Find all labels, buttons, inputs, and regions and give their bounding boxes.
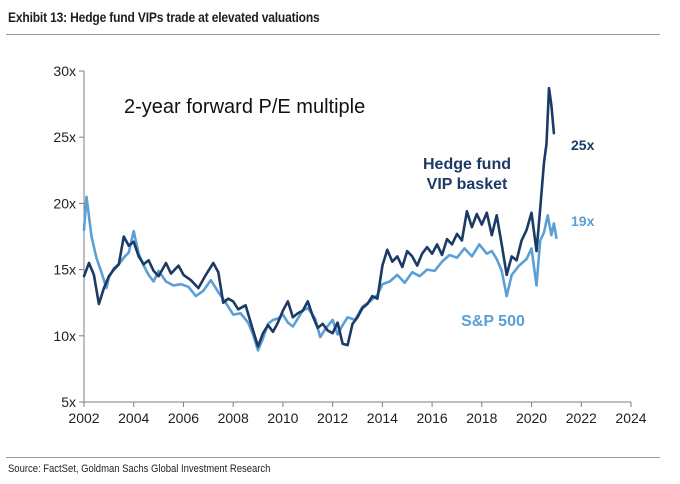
x-tick-label: 2004 [118, 410, 149, 426]
sp500-legend-label: S&P 500 [461, 313, 525, 330]
chart-labels: 2-year forward P/E multiple Hedge fund VIP… [124, 96, 595, 330]
x-tick-label: 2008 [218, 410, 249, 426]
hedge-fund-legend-label: VIP basket [427, 176, 508, 193]
hedge-fund-end-label: 25x [571, 137, 595, 153]
x-tick-label: 2018 [466, 410, 497, 426]
y-tick-label: 25x [53, 129, 76, 145]
hedge-fund-series-line [82, 86, 556, 348]
x-tick-label: 2016 [417, 410, 448, 426]
sp500-end-label: 19x [571, 213, 595, 229]
chart-title: 2-year forward P/E multiple [124, 96, 365, 118]
x-tick-label: 2010 [267, 410, 298, 426]
hedge-fund-legend-label: Hedge fund [423, 156, 511, 173]
x-tick-label: 2002 [68, 410, 99, 426]
y-tick-label: 20x [53, 195, 76, 211]
x-tick-label: 2022 [566, 410, 597, 426]
series-lines [82, 86, 558, 352]
bottom-rule [6, 457, 660, 458]
source-note: Source: FactSet, Goldman Sachs Global In… [8, 463, 271, 475]
y-tick-label: 30x [53, 63, 76, 79]
top-rule [6, 34, 660, 35]
x-tick-label: 2014 [367, 410, 398, 426]
y-tick-label: 15x [53, 262, 76, 278]
x-tick-label: 2020 [516, 410, 547, 426]
x-tick-label: 2012 [317, 410, 348, 426]
axes: 5x 10x 15x 20x 25x 30x 2002 2004 2006 2008 2010 201… [53, 63, 646, 426]
y-tick-label: 10x [53, 328, 76, 344]
y-tick-label: 5x [61, 394, 76, 410]
x-tick-label: 2024 [615, 410, 646, 426]
exhibit-title: Exhibit 13: Hedge fund VIPs trade at ele… [8, 9, 320, 25]
x-tick-label: 2006 [168, 410, 199, 426]
